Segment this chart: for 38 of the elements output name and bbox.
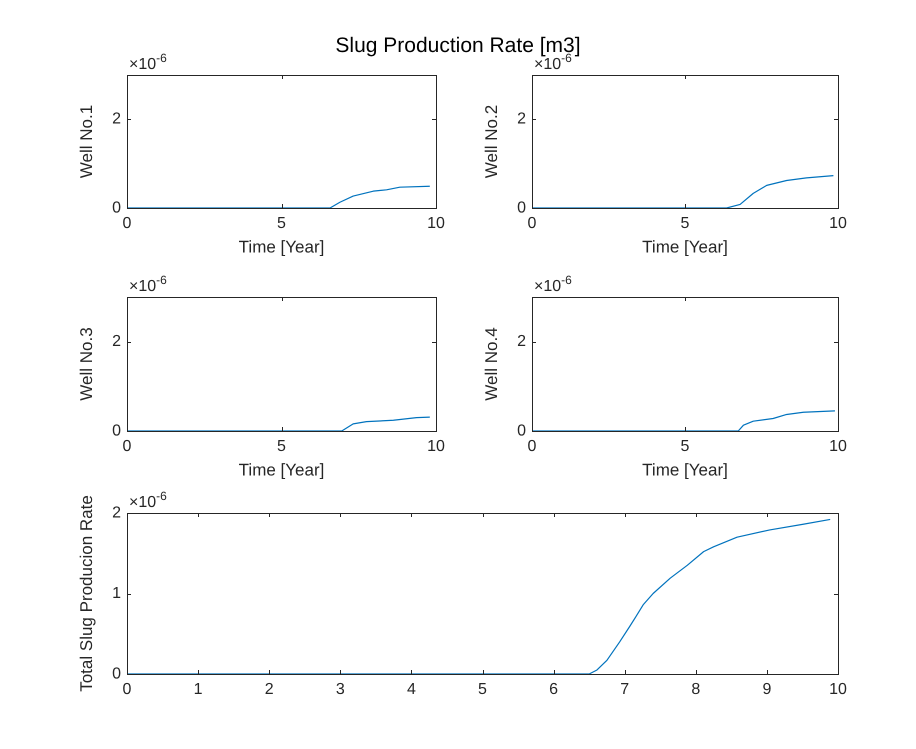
x-axis-title: Time [Year] <box>642 237 728 256</box>
y-axis-title: Well No.1 <box>76 104 96 178</box>
y-tick-label: 2 <box>112 504 122 522</box>
x-tick-label: 1 <box>194 681 203 698</box>
x-tick-label: 10 <box>427 438 445 456</box>
x-tick-label: 5 <box>680 215 690 232</box>
y-tick-label: 0 <box>112 665 122 682</box>
y-tick-label: 0 <box>112 422 122 440</box>
y-axis-title: Well No.3 <box>76 327 96 401</box>
y-axis-title: Well No.4 <box>482 327 501 401</box>
x-tick-label: 5 <box>277 215 286 232</box>
y-tick-label: 2 <box>112 333 122 350</box>
y-tick-label: 2 <box>517 333 526 350</box>
y-tick-label: 2 <box>517 110 526 128</box>
y-tick-label: 0 <box>517 422 526 440</box>
x-tick-label: 9 <box>762 681 772 698</box>
x-tick-label: 10 <box>829 215 847 232</box>
x-tick-label: 4 <box>406 681 416 698</box>
x-tick-label: 5 <box>680 438 690 456</box>
y-axis-title: Total Slug Producion Rate <box>76 495 96 692</box>
x-axis-title: Time [Year] <box>642 460 728 480</box>
x-tick-label: 3 <box>336 681 345 698</box>
x-axis-title: Time [Year] <box>238 460 324 480</box>
x-tick-label: 10 <box>829 681 847 698</box>
y-tick-label: 0 <box>112 199 122 216</box>
x-tick-label: 5 <box>277 438 286 456</box>
x-tick-label: 5 <box>478 681 488 698</box>
x-axis-title: Time [Year] <box>238 237 324 256</box>
y-tick-label: 0 <box>517 199 526 216</box>
x-tick-label: 7 <box>620 681 630 698</box>
x-tick-label: 10 <box>427 215 445 232</box>
y-tick-label: 1 <box>112 584 122 602</box>
x-tick-label: 8 <box>691 681 700 698</box>
y-tick-label: 2 <box>112 110 122 128</box>
x-tick-label: 10 <box>829 438 847 456</box>
x-tick-label: 6 <box>549 681 558 698</box>
y-axis-title: Well No.2 <box>482 104 501 178</box>
x-tick-label: 2 <box>264 681 274 698</box>
